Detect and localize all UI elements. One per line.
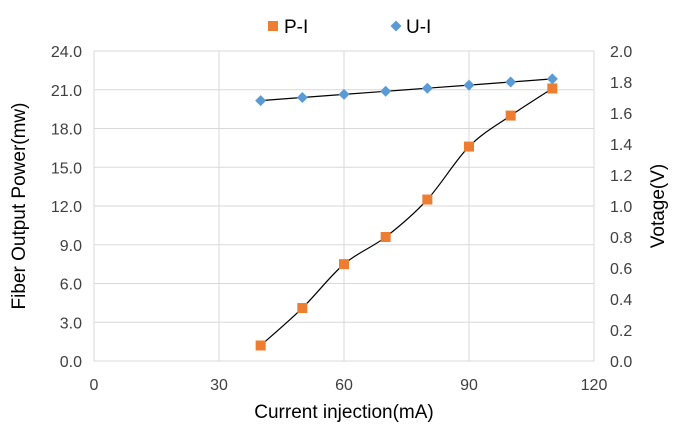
- x-tick-label: 90: [460, 377, 478, 394]
- y2-axis-title: Votage(V): [648, 164, 669, 249]
- x-axis-title: Current injection(mA): [254, 402, 434, 423]
- data-point-p-i: [505, 110, 516, 121]
- y-tick-label: 9.0: [60, 238, 82, 255]
- y2-tick-label: 2.0: [610, 44, 632, 61]
- data-point-p-i: [464, 141, 474, 152]
- y-axis-title: Fiber Output Power(mw): [9, 103, 30, 310]
- data-point-u-i: [296, 92, 308, 103]
- x-tick-label: 30: [210, 377, 228, 394]
- y2-tick-label: 1.0: [610, 199, 632, 216]
- data-markers: [255, 73, 558, 351]
- legend: P-I U-I: [268, 17, 431, 38]
- y-tick-label: 21.0: [51, 83, 82, 100]
- y2-tick-label: 0.0: [610, 354, 632, 371]
- y2-tick-label: 0.4: [610, 292, 632, 309]
- data-point-p-i: [380, 232, 391, 242]
- y-tick-label: 15.0: [51, 160, 82, 177]
- data-point-u-i: [546, 73, 558, 85]
- data-point-p-i: [297, 303, 308, 314]
- legend-marker-p-i: [268, 21, 278, 31]
- data-point-p-i: [339, 259, 349, 270]
- legend-label-p-i: P-I: [284, 17, 308, 38]
- y-tick-label: 6.0: [60, 277, 82, 294]
- legend-label-u-i: U-I: [406, 17, 431, 38]
- y-tick-label: 12.0: [51, 199, 82, 216]
- x-tick-label: 60: [335, 377, 353, 394]
- y2-tick-label: 0.8: [610, 230, 632, 247]
- y2-tick-label: 1.2: [610, 168, 632, 185]
- tick-labels: 0.0 3.0 6.0 9.0 12.0 15.0 18.0 21.0 24.0 0 30 60 90 1…: [51, 44, 632, 394]
- y2-tick-label: 0.6: [610, 261, 632, 278]
- y-tick-label: 24.0: [51, 44, 82, 61]
- x-tick-label: 120: [581, 377, 608, 394]
- data-point-u-i: [421, 82, 433, 94]
- legend-marker-u-i: [390, 20, 402, 32]
- y2-tick-label: 1.4: [610, 137, 632, 154]
- data-point-u-i: [338, 88, 350, 100]
- y2-tick-label: 1.6: [610, 106, 632, 123]
- x-tick-label: 0: [90, 377, 99, 394]
- y-tick-label: 3.0: [60, 315, 82, 332]
- data-point-u-i: [463, 79, 475, 91]
- data-point-p-i: [422, 194, 433, 205]
- y-tick-label: 0.0: [60, 354, 82, 371]
- y2-tick-label: 1.8: [610, 75, 632, 92]
- grid: [93, 50, 595, 362]
- data-point-u-i: [380, 85, 392, 97]
- data-point-p-i: [547, 83, 558, 94]
- data-point-u-i: [255, 95, 267, 107]
- y-tick-label: 18.0: [51, 122, 82, 139]
- y2-tick-label: 0.2: [610, 323, 632, 340]
- data-point-u-i: [505, 76, 517, 88]
- data-point-p-i: [255, 340, 266, 351]
